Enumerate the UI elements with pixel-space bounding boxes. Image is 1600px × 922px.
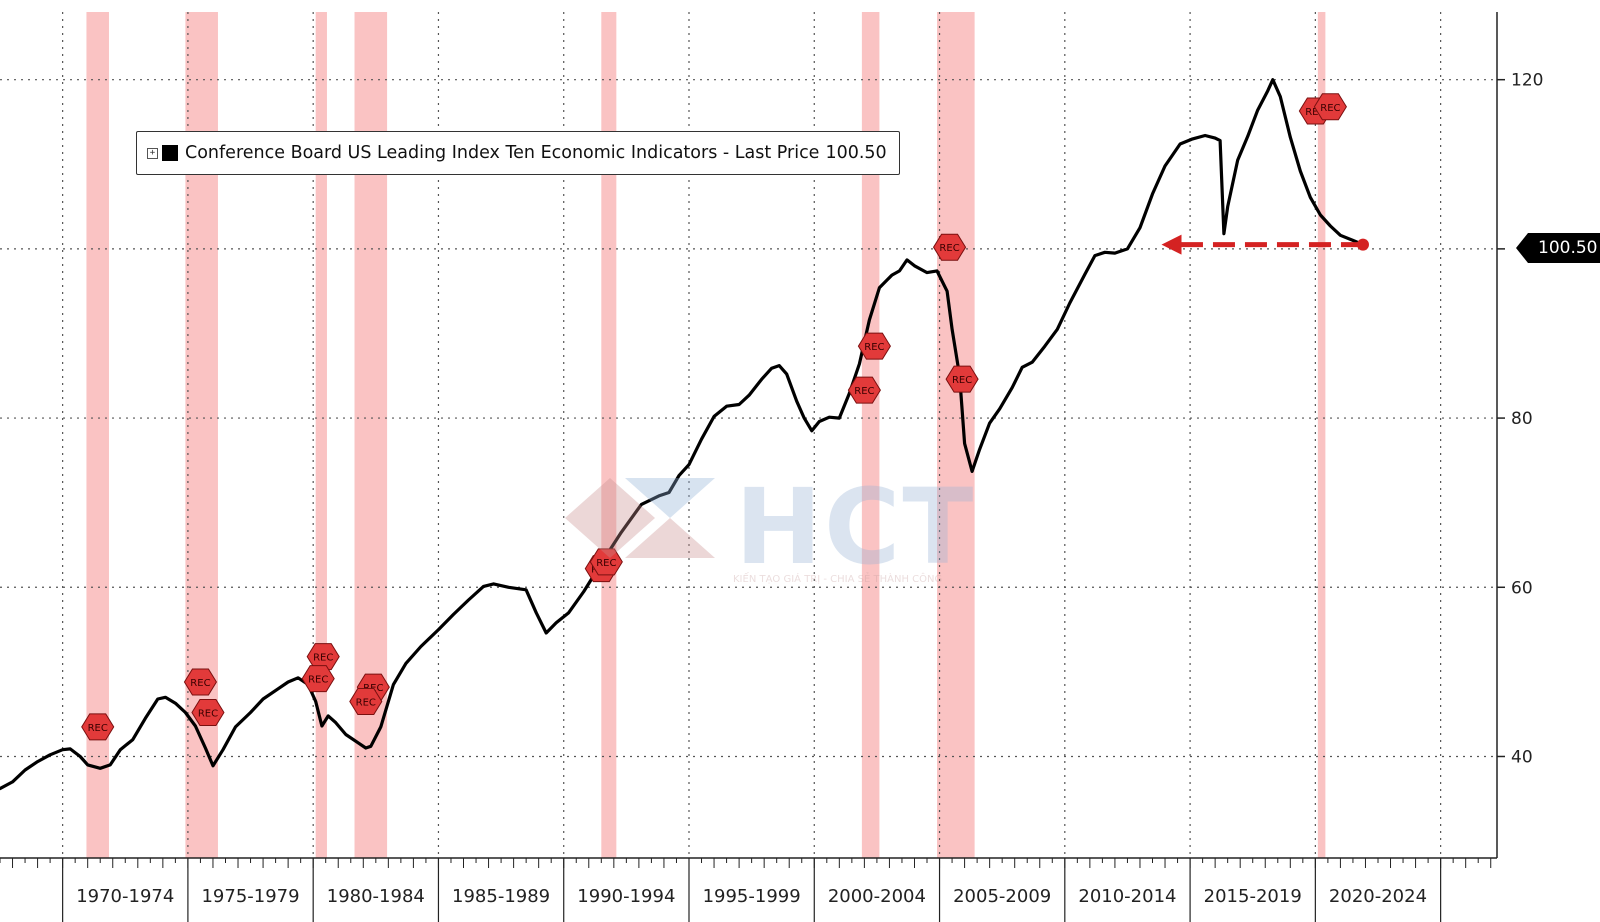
- rec-marker: REC: [1313, 93, 1347, 121]
- x-period-label: 2015-2019: [1204, 886, 1302, 907]
- rec-hexagon: [349, 687, 383, 715]
- rec-marker: REC: [857, 332, 891, 360]
- rec-hexagon: [301, 665, 335, 693]
- rec-label: REC: [952, 375, 972, 386]
- last-price-tag: 100.50: [1515, 233, 1600, 263]
- rec-label: REC: [939, 243, 959, 254]
- rec-label: REC: [854, 386, 874, 397]
- recession-band: [937, 12, 975, 858]
- last-price-arrow: [1161, 234, 1369, 255]
- y-tick-label: 120: [1511, 71, 1543, 91]
- axes: 40 60 80 120 1970-1974 1975-1979 1980-1984 1985…: [0, 12, 1543, 922]
- rec-label: REC: [308, 675, 328, 686]
- rec-hexagon: [589, 548, 623, 576]
- rec-marker: REC: [349, 687, 383, 715]
- rec-marker: REC: [589, 548, 623, 576]
- x-period-label: 1970-1974: [76, 886, 174, 907]
- legend: + Conference Board US Leading Index Ten …: [136, 131, 900, 175]
- x-period-label: 2000-2004: [828, 886, 926, 907]
- rec-marker: REC: [932, 233, 967, 261]
- rec-label: REC: [1320, 103, 1340, 114]
- rec-hexagon: [191, 698, 225, 726]
- rec-markers: RECRECRECRECRECRECRECRECRECRECRECRECRECR…: [81, 93, 1347, 741]
- rec-marker: REC: [183, 668, 218, 696]
- rec-marker: REC: [81, 713, 115, 741]
- rec-marker: REC: [847, 376, 881, 404]
- expand-icon[interactable]: +: [147, 147, 158, 159]
- rec-label: REC: [313, 653, 333, 664]
- recession-band: [315, 12, 327, 858]
- rec-marker: REC: [301, 665, 335, 693]
- rec-label: REC: [596, 558, 616, 569]
- last-point-dot: [1356, 238, 1369, 251]
- rec-hexagon: [183, 668, 218, 696]
- rec-marker: REC: [191, 698, 225, 726]
- y-tick-label: 40: [1511, 747, 1533, 767]
- rec-label: REC: [88, 723, 108, 734]
- recession-band: [601, 12, 617, 858]
- index-series: [0, 78, 1365, 791]
- series-swatch: [162, 145, 178, 161]
- legend-last-price: 100.50: [825, 143, 887, 163]
- rec-label: REC: [864, 342, 884, 353]
- rec-hexagon: [945, 365, 979, 393]
- rec-hexagon: [847, 376, 881, 404]
- x-period-label: 2020-2024: [1329, 886, 1427, 907]
- recession-band: [861, 12, 880, 858]
- recession-band: [1317, 12, 1326, 858]
- rec-hexagon: [932, 233, 967, 261]
- y-tick-label: 60: [1511, 578, 1533, 598]
- rec-label: REC: [198, 708, 218, 719]
- recession-band: [86, 12, 109, 858]
- index-line: [0, 78, 1365, 791]
- legend-label: Conference Board US Leading Index Ten Ec…: [185, 143, 820, 163]
- x-period-label: 1985-1989: [452, 886, 550, 907]
- y-tick-label: 80: [1511, 409, 1533, 429]
- x-period-label: 1980-1984: [327, 886, 425, 907]
- x-period-label: 2005-2009: [953, 886, 1051, 907]
- rec-label: REC: [1305, 107, 1325, 118]
- rec-hexagon: [1313, 93, 1347, 121]
- rec-hexagon: [857, 332, 891, 360]
- rec-label: REC: [190, 678, 210, 689]
- x-period-label: 1995-1999: [703, 886, 801, 907]
- x-period-label: 1975-1979: [201, 886, 299, 907]
- rec-hexagon: [81, 713, 115, 741]
- x-period-label: 1990-1994: [577, 886, 675, 907]
- rec-label: REC: [356, 697, 376, 708]
- x-period-label: 2010-2014: [1078, 886, 1176, 907]
- rec-marker: REC: [945, 365, 979, 393]
